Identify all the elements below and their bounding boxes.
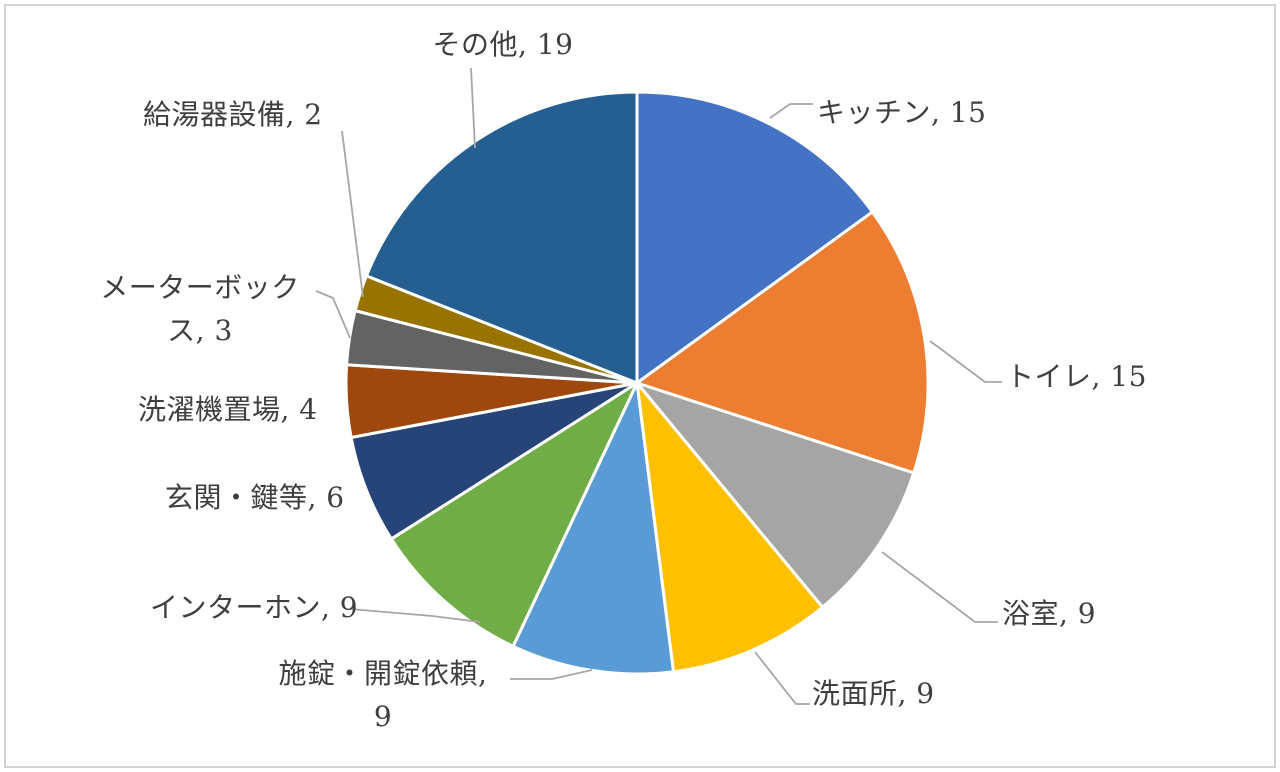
slice-label-3-line-0: 洗面所, 9 — [812, 677, 935, 710]
slice-label-4: 施錠・開錠依頼, 9 — [279, 652, 488, 738]
pie-slice-10 — [364, 90, 639, 385]
pie-slice-1 — [635, 210, 930, 475]
slice-label-5: インターホン, 9 — [150, 586, 358, 629]
pie-slice-0 — [635, 90, 874, 385]
leader-line-4 — [510, 669, 593, 680]
slice-label-4-line-0: 施錠・開錠依頼, — [278, 657, 488, 690]
slice-label-7: 洗濯機置場, 4 — [138, 388, 318, 431]
slice-label-8: メーターボック ス, 3 — [100, 266, 300, 352]
slice-label-9: 給湯器設備, 2 — [143, 93, 323, 136]
slice-label-2: 浴室, 9 — [1002, 592, 1096, 635]
slice-label-9-line-0: 給湯器設備, 2 — [143, 98, 323, 131]
slice-label-0-line-0: キッチン, 15 — [817, 96, 987, 129]
slice-label-7-line-0: 洗濯機置場, 4 — [138, 393, 318, 426]
leader-line-3 — [754, 651, 810, 705]
leader-line-5 — [349, 608, 481, 623]
slice-label-6: 玄関・鍵等, 6 — [165, 476, 345, 519]
slice-label-3: 洗面所, 9 — [812, 672, 935, 715]
slice-label-8-line-0: メーターボック — [100, 271, 300, 304]
slice-label-1: トイレ, 15 — [1006, 355, 1147, 398]
leader-line-2 — [881, 551, 998, 623]
leader-line-8 — [315, 290, 351, 339]
pie-slice-3 — [635, 381, 824, 674]
slice-label-0: キッチン, 15 — [817, 91, 986, 134]
slice-label-6-line-0: 玄関・鍵等, 6 — [165, 481, 345, 514]
slice-label-5-line-0: インターホン, 9 — [150, 591, 359, 624]
slice-label-4-line-1: 9 — [373, 700, 393, 733]
slice-label-2-line-0: 浴室, 9 — [1002, 597, 1097, 630]
slice-label-10-line-0: その他, 19 — [432, 28, 574, 61]
slice-label-8-line-1: ス, 3 — [167, 314, 233, 347]
leader-line-9 — [341, 130, 364, 298]
leader-line-10 — [470, 67, 476, 149]
pie-slice-5 — [389, 381, 639, 648]
leader-line-1 — [929, 340, 1002, 383]
slice-label-10: その他, 19 — [433, 23, 574, 66]
leader-line-0 — [769, 103, 813, 119]
pie-slice-2 — [635, 381, 916, 609]
slice-label-1-line-0: トイレ, 15 — [1006, 360, 1147, 393]
